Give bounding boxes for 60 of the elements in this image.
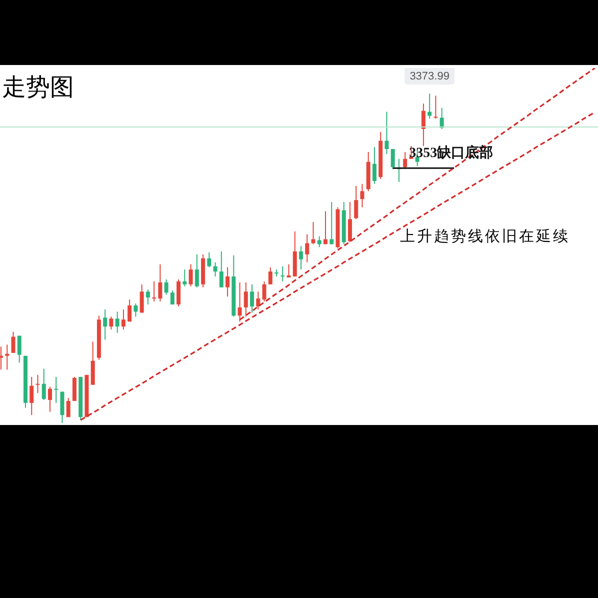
candlestick	[72, 376, 76, 402]
candlestick	[164, 278, 168, 296]
candlestick	[428, 93, 432, 120]
candlestick	[268, 266, 272, 285]
candlestick	[238, 282, 242, 322]
candlestick	[152, 280, 156, 302]
candlestick	[360, 183, 364, 208]
candlestick	[280, 266, 285, 282]
candlestick	[60, 391, 64, 423]
candlestick	[128, 299, 132, 322]
chart-title: 走势图	[2, 74, 74, 103]
candlestick	[194, 254, 199, 288]
candlestick	[299, 246, 303, 270]
annotation: 上升趋势线依旧在延续	[400, 228, 570, 246]
candlestick	[440, 107, 444, 130]
candlestick	[323, 210, 328, 245]
candlestick	[384, 111, 389, 154]
candlestick	[250, 284, 254, 314]
candlestick	[403, 151, 408, 170]
candlestick	[226, 266, 230, 298]
candlestick	[434, 95, 438, 120]
candlestick	[305, 234, 310, 263]
candlestick	[42, 368, 46, 400]
candlestick	[244, 282, 248, 318]
candlestick	[17, 335, 22, 364]
candlestick	[30, 376, 34, 416]
candlestick	[256, 291, 260, 310]
candlestick	[134, 302, 138, 318]
candlestick	[354, 185, 358, 220]
annotation: 3373.99	[410, 70, 450, 83]
candlestick	[390, 148, 395, 170]
candlestick	[170, 290, 174, 305]
candlestick	[421, 103, 426, 147]
candlestick	[158, 264, 162, 302]
candlestick	[115, 311, 120, 334]
candlestick	[207, 252, 212, 268]
candlestick	[103, 308, 108, 340]
candlestick	[213, 262, 218, 277]
candlestick	[146, 289, 150, 305]
candlestick	[219, 250, 224, 288]
candlestick	[286, 264, 291, 278]
candlestick	[66, 397, 70, 418]
candlestick	[109, 316, 114, 330]
candlestick	[36, 374, 40, 394]
candlestick	[182, 269, 187, 287]
candlestick	[140, 284, 144, 314]
candlestick	[54, 376, 58, 404]
candlestick	[348, 202, 352, 243]
candlestick	[330, 202, 334, 245]
candlestick	[121, 308, 126, 330]
candlestick	[0, 346, 3, 370]
candlestick	[48, 386, 52, 412]
candlestick	[311, 222, 316, 245]
candlestick	[372, 146, 376, 184]
candlestick	[188, 264, 193, 287]
candlestick	[262, 280, 266, 302]
candlestick	[176, 278, 181, 307]
candlestick	[5, 344, 10, 370]
candlestick	[11, 331, 16, 354]
candlestick	[317, 236, 322, 248]
